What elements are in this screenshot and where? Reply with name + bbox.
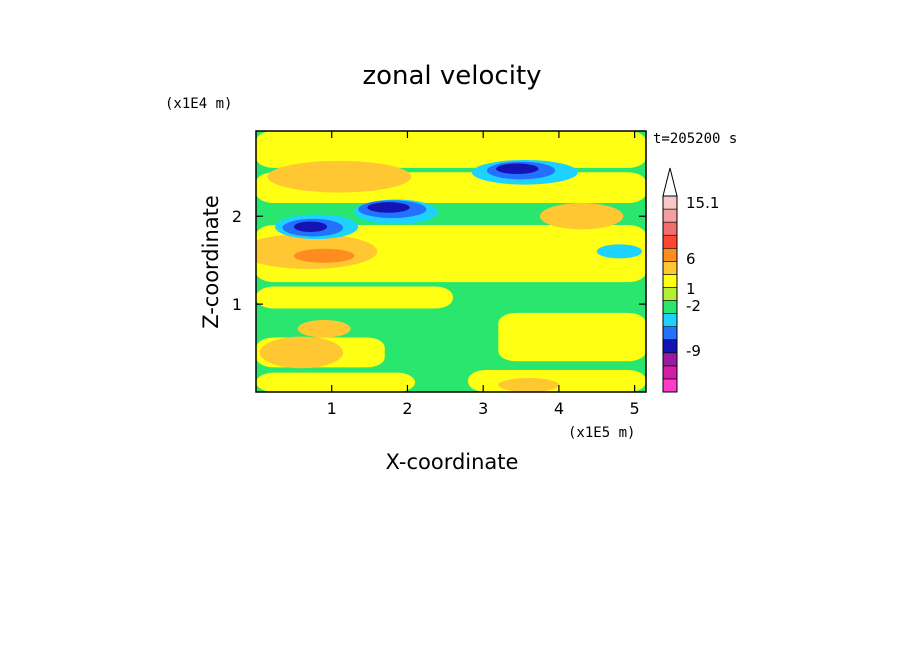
colorbar-label-2: 1 bbox=[686, 280, 696, 298]
colorbar-bin-1 bbox=[662, 365, 678, 380]
colorbar-bin-7 bbox=[662, 287, 678, 301]
y-tick-label-1: 2 bbox=[232, 207, 242, 226]
y-axis-ticks: 12 bbox=[232, 207, 646, 314]
plot-frame bbox=[255, 130, 647, 393]
colorbar-bin-13 bbox=[662, 208, 678, 223]
colorbar-frame bbox=[662, 195, 678, 393]
field-blob-16 bbox=[496, 163, 539, 175]
colorbar-bin-8 bbox=[662, 274, 678, 288]
colorbar-label-4: -9 bbox=[686, 342, 701, 360]
colorbar-bin-0 bbox=[662, 378, 678, 393]
x-tick-label-2: 3 bbox=[478, 399, 488, 418]
plot-area bbox=[256, 131, 646, 392]
field-blob-0 bbox=[259, 336, 344, 369]
field-band-7 bbox=[498, 312, 646, 362]
colorbar-bin-6 bbox=[662, 300, 678, 314]
field-blob-5 bbox=[498, 377, 559, 392]
x-tick-label-0: 1 bbox=[327, 399, 337, 418]
x-axis-label: X-coordinate bbox=[386, 450, 519, 474]
field-blob-2 bbox=[267, 160, 412, 193]
y-tick-label-0: 1 bbox=[232, 295, 242, 314]
field-band-2 bbox=[256, 286, 453, 309]
field-band-6 bbox=[468, 370, 646, 392]
field-blob-10 bbox=[596, 244, 643, 259]
chart-title: zonal velocity bbox=[362, 61, 541, 91]
field-blob-4 bbox=[297, 319, 351, 338]
colorbar-bin-9 bbox=[662, 261, 678, 275]
colorbar-bin-11 bbox=[662, 234, 678, 249]
colorbar-bin-5 bbox=[662, 313, 678, 327]
colorbar-bin-14 bbox=[662, 195, 678, 210]
x-tick-label-4: 5 bbox=[630, 399, 640, 418]
colorbar-label-1: 6 bbox=[686, 250, 696, 268]
y-axis-label: Z-coordinate bbox=[199, 195, 223, 329]
field-blob-6 bbox=[293, 248, 355, 263]
colorbar-bin-4 bbox=[662, 326, 678, 341]
y-axis-unit: (x1E4 m) bbox=[165, 96, 232, 112]
field-band-0 bbox=[256, 372, 416, 392]
field-blob-3 bbox=[539, 203, 624, 230]
field-band-5 bbox=[256, 131, 646, 168]
colorbar-top-arrow bbox=[662, 167, 678, 197]
x-tick-label-3: 4 bbox=[554, 399, 564, 418]
colorbar-bin-12 bbox=[662, 221, 678, 236]
time-label: t=205200 s bbox=[653, 131, 737, 147]
field-blob-15 bbox=[367, 202, 410, 213]
x-tick-label-1: 2 bbox=[402, 399, 412, 418]
field-blob-14 bbox=[293, 221, 328, 233]
x-axis-ticks: 1 2 3 4 5 bbox=[327, 131, 640, 418]
colorbar-bin-10 bbox=[662, 247, 678, 262]
x-axis-unit: (x1E5 m) bbox=[568, 425, 635, 441]
colorbar: 15.1 6 1-2 -9 bbox=[662, 167, 719, 393]
colorbar-bin-3 bbox=[662, 339, 678, 354]
colorbar-label-0: 15.1 bbox=[686, 194, 719, 212]
colorbar-label-3: -2 bbox=[686, 297, 701, 315]
colorbar-bin-2 bbox=[662, 352, 678, 367]
